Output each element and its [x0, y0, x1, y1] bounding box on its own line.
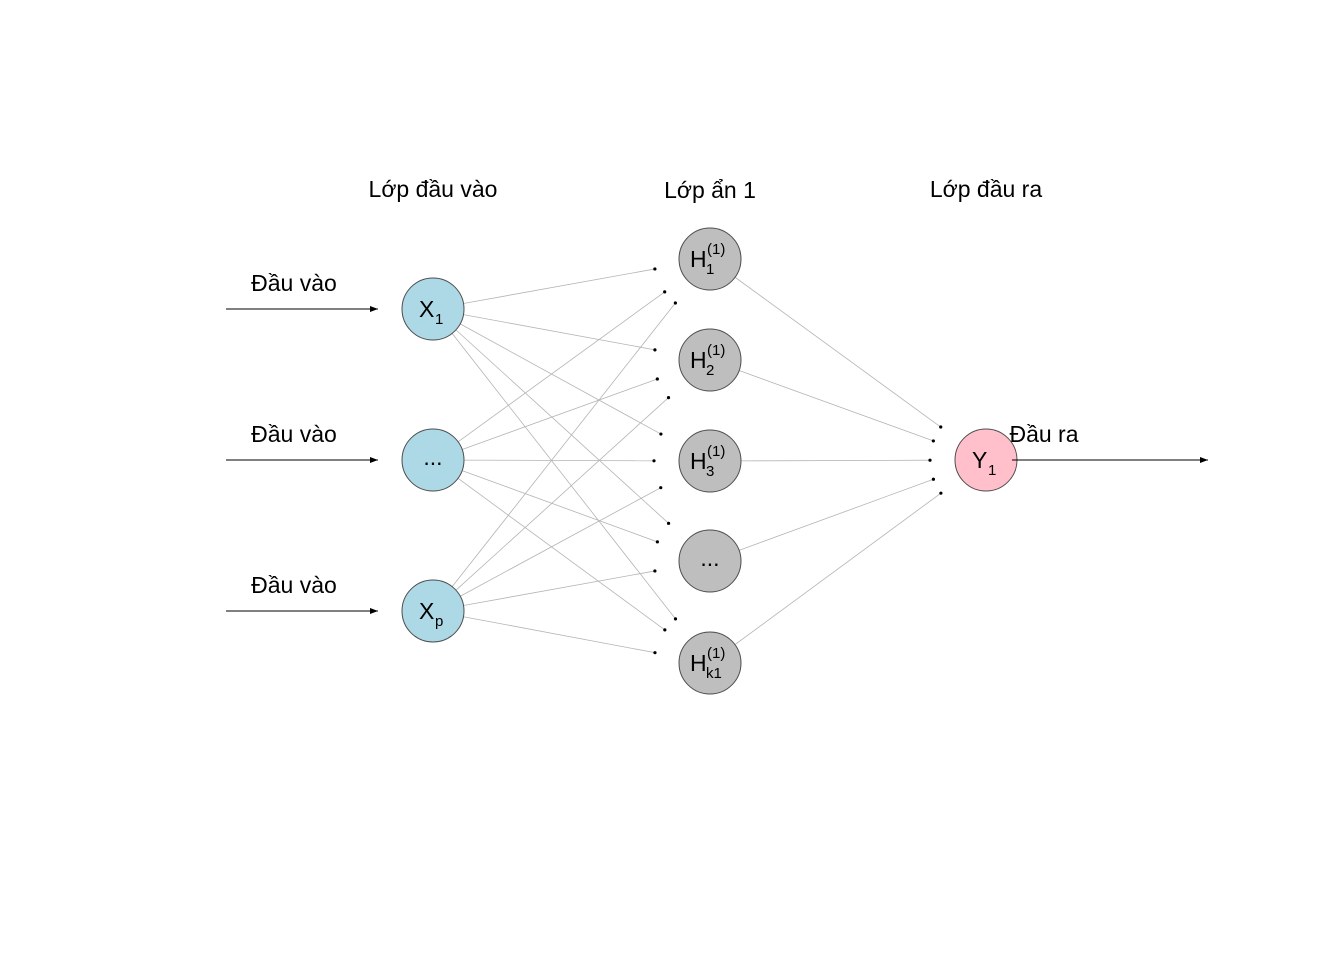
edge-input-2-hidden-3 [463, 459, 655, 462]
edge-input-2-hidden-2 [462, 378, 658, 450]
edge-input-2-hidden-5 [457, 478, 666, 631]
edge-endpoint-dot [666, 396, 671, 400]
input-arrows: Đầu vào Đầu vào Đầu vào [226, 270, 378, 614]
node-circle [678, 328, 742, 392]
node-subscript: k1 [706, 665, 722, 682]
edge-endpoint-dot [666, 521, 671, 525]
input-arrow-label: Đầu vào [251, 270, 337, 296]
node-subscript: p [435, 613, 443, 630]
edge-input-2-hidden-1 [457, 291, 665, 443]
node-main-label: H [690, 650, 707, 676]
edge-endpoint-dot [653, 569, 657, 573]
edge-input-2-hidden-4 [461, 470, 658, 543]
hidden-node-2: H 2 (1) [678, 328, 742, 392]
edge-endpoint-dot [931, 439, 935, 443]
hidden-node-3: H 3 (1) [678, 429, 742, 493]
edge-hidden-1-output [734, 276, 941, 428]
node-main-label: H [690, 347, 707, 373]
node-main-label: X [419, 598, 434, 624]
node-subscript: 1 [706, 261, 714, 278]
edge-endpoint-dot [939, 491, 943, 495]
node-main-label: Y [972, 447, 987, 473]
node-main-label: X [419, 296, 434, 322]
edge-input-3-hidden-1 [451, 302, 676, 587]
edge-hidden-5-output [734, 492, 942, 645]
node-circle [678, 227, 742, 291]
edge-endpoint-dot [655, 377, 659, 381]
edge-endpoint-dot [659, 432, 663, 436]
node-superscript: (1) [707, 342, 725, 359]
node-subscript: 3 [706, 463, 714, 480]
node-main-label: H [690, 246, 707, 272]
edge-input-1-hidden-3 [459, 323, 662, 435]
edge-endpoint-dot [653, 348, 657, 352]
edge-input-1-hidden-1 [463, 268, 655, 304]
edge-input-3-hidden-2 [455, 397, 669, 591]
edge-endpoint-dot [652, 459, 656, 463]
node-circle [401, 579, 465, 643]
edge-input-3-hidden-5 [463, 616, 656, 654]
edge-endpoint-dot [653, 267, 657, 271]
edge-endpoint-dot [673, 617, 678, 621]
output-arrow: Đầu ra [1009, 421, 1208, 463]
edge-endpoint-dot [931, 477, 936, 481]
network-nodes: X 1...X pH 1(1)H 2(1)H 3(1)...H k1(1)Y 1 [401, 227, 1018, 695]
edge-endpoint-dot [663, 290, 667, 294]
node-ellipsis: ... [423, 444, 442, 470]
input-layer-title: Lớp đầu vào [369, 176, 498, 202]
edge-input-3-hidden-3 [460, 487, 661, 597]
input-arrow-label: Đầu vào [251, 421, 337, 447]
edge-hidden-2-output [739, 370, 934, 442]
node-subscript: 1 [988, 462, 996, 479]
connection-edges [451, 267, 943, 655]
node-superscript: (1) [707, 443, 725, 460]
edge-hidden-4-output [738, 478, 934, 551]
edge-hidden-3-output [740, 459, 931, 462]
node-subscript: 1 [435, 311, 443, 328]
edge-endpoint-dot [659, 486, 663, 490]
node-main-label: H [690, 448, 707, 474]
output-layer-title: Lớp đầu ra [930, 176, 1042, 202]
edge-input-1-hidden-2 [463, 314, 655, 351]
node-circle [678, 529, 742, 593]
node-ellipsis: ... [700, 545, 719, 571]
edge-input-1-hidden-4 [455, 329, 669, 524]
input-node-2: ... [401, 428, 465, 492]
edge-input-3-hidden-4 [463, 570, 655, 606]
node-superscript: (1) [707, 645, 725, 662]
hidden-layer-title: Lớp ẩn 1 [664, 177, 756, 203]
node-circle [401, 277, 465, 341]
edge-endpoint-dot [653, 651, 657, 655]
edge-endpoint-dot [663, 628, 667, 632]
node-circle [678, 631, 742, 695]
node-superscript: (1) [707, 241, 725, 258]
node-circle [401, 428, 465, 492]
hidden-node-4: ... [678, 529, 742, 593]
edge-endpoint-dot [928, 458, 932, 462]
edge-input-1-hidden-5 [451, 333, 676, 620]
edge-endpoint-dot [939, 425, 943, 429]
hidden-node-1: H 1 (1) [678, 227, 742, 291]
output-arrow-label: Đầu ra [1009, 421, 1078, 447]
edge-endpoint-dot [655, 540, 659, 544]
input-arrow-label: Đầu vào [251, 572, 337, 598]
node-circle [678, 429, 742, 493]
node-subscript: 2 [706, 362, 714, 379]
edge-endpoint-dot [673, 301, 677, 305]
